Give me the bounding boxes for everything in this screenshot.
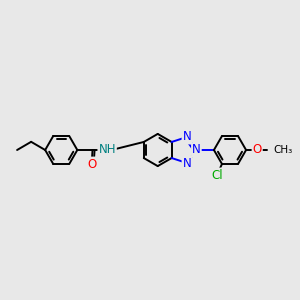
Text: Cl: Cl	[212, 169, 224, 182]
Text: N: N	[183, 130, 191, 143]
Text: N: N	[192, 143, 201, 157]
Text: O: O	[87, 158, 96, 170]
Text: CH₃: CH₃	[274, 145, 293, 155]
Text: N: N	[183, 157, 191, 169]
Text: NH: NH	[98, 143, 116, 157]
Text: O: O	[253, 143, 262, 157]
